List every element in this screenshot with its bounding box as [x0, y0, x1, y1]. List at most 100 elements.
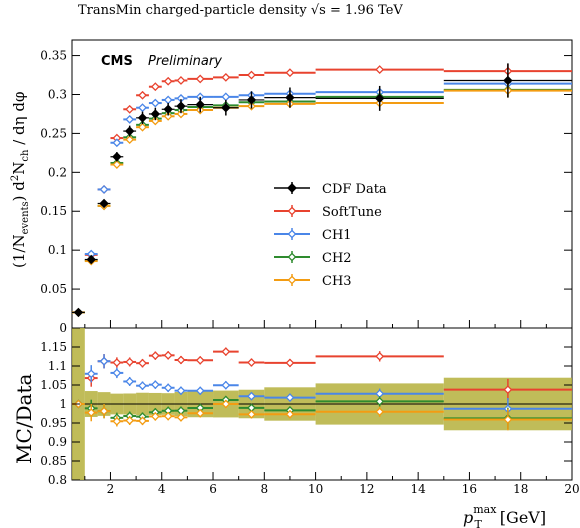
y-tick-label-top: 0.35 [40, 49, 67, 63]
axis-ticks: 2 4 6 8 10 12 14 16 18 20 0 0.05 0.1 0.15 0.2 0.25 0.3 0.… [40, 49, 579, 496]
ch1-ratio-point [125, 377, 135, 386]
data-point [86, 254, 96, 265]
softtune-ratio-point [150, 351, 160, 361]
legend-label-ch2: CH2 [322, 251, 352, 266]
ch1-ratio-point [195, 386, 205, 396]
data-point [195, 99, 205, 110]
legend: CDF Data SoftTune CH1 CH2 CH3 [274, 182, 387, 289]
ch3-point [138, 122, 147, 132]
data-point [137, 113, 148, 123]
y-tick-label-ratio: 0.95 [40, 416, 67, 430]
ch3-ratio-point [195, 408, 205, 418]
softtune-point [221, 72, 231, 82]
legend-label-cdf-data: CDF Data [322, 182, 387, 197]
y-label-part-d: / dη dφ [10, 92, 28, 150]
ch3-point [150, 116, 160, 126]
x-tick-label: 12 [359, 482, 374, 496]
x-tick-label: 6 [209, 482, 217, 496]
y-tick-label-ratio: 0.85 [40, 454, 67, 468]
y-label-sub-ch: ch [20, 149, 31, 162]
x-tick-label: 10 [308, 482, 323, 496]
softtune-ratio-point [138, 358, 147, 368]
ch1-ratio-point [285, 393, 295, 403]
ch1-ratio-point [138, 381, 147, 391]
ch1-ratio-point [86, 369, 96, 379]
legend-label-ch1: CH1 [322, 228, 352, 243]
legend-label-ch3: CH3 [322, 274, 352, 289]
ch3-ratio-point [99, 406, 109, 416]
ch1-point [138, 103, 147, 113]
x-axis-label: pmax T [GeV] [463, 503, 546, 528]
ch1-point [99, 185, 109, 194]
softtune-ratio-point [112, 358, 122, 367]
preliminary-label: Preliminary [148, 54, 222, 69]
softtune-point [375, 65, 385, 74]
ch1-ratio-point [99, 356, 109, 366]
softtune-ratio-point [125, 357, 135, 367]
softtune-point [138, 90, 147, 100]
data-point [124, 126, 135, 136]
ch1-ratio-point [112, 368, 122, 378]
softtune-point [195, 74, 205, 84]
ch1-point [112, 138, 122, 148]
x-tick-label: 16 [462, 482, 477, 496]
ch1-ratio-point [150, 380, 160, 390]
legend-marker-cdf-data [287, 183, 297, 193]
y-label-part-a: (1/N [10, 234, 28, 268]
y-tick-label-ratio: 1.1 [48, 359, 67, 373]
x-tick-label: 4 [158, 482, 166, 496]
y-axis-label-top: (1/Nevents) d2Nch / dη dφ [10, 92, 31, 269]
ch1-ratio-point [221, 380, 231, 390]
data-point [73, 307, 84, 318]
y-label-part-b: ) d [10, 181, 28, 202]
x-label-sub-t: T [474, 518, 482, 528]
legend-marker-ch2 [287, 252, 297, 262]
ch1-ratio-point [247, 391, 256, 401]
ch1-point [221, 92, 231, 102]
y-tick-label-top: 0 [59, 321, 67, 335]
ch3-ratio-point [112, 416, 122, 426]
softtune-ratio-point [221, 347, 231, 357]
ch3-ratio-point [221, 399, 231, 409]
y-tick-label-ratio: 1.05 [40, 378, 67, 392]
data-point [503, 75, 513, 86]
y-label-sub-events: events [20, 201, 31, 234]
y-tick-label-ratio: 0.8 [48, 473, 67, 487]
softtune-ratio-point [375, 351, 385, 361]
x-tick-label: 2 [107, 482, 115, 496]
softtune-point [150, 82, 160, 92]
softtune-ratio-point [247, 358, 256, 367]
ch2-ratio-point [375, 397, 385, 406]
y-label-part-c: N [10, 162, 28, 175]
ch3-ratio-point [285, 409, 295, 419]
top-panel-marks [72, 63, 572, 318]
ch3-ratio-point [150, 412, 160, 421]
ch1-ratio-point [176, 386, 186, 396]
legend-marker-ch1 [287, 229, 297, 239]
y-label-sup-2: 2 [10, 175, 21, 181]
ch3-ratio-point [163, 411, 173, 421]
x-tick-label: 14 [411, 482, 427, 496]
ch1-point [150, 98, 160, 108]
y-tick-label-top: 0.3 [48, 87, 67, 101]
ch1-point [125, 114, 135, 124]
ch3-point [163, 111, 173, 121]
y-tick-label-ratio: 0.9 [48, 435, 67, 449]
ch3-ratio-point [176, 412, 186, 422]
softtune-ratio-point [285, 358, 295, 368]
softtune-point [125, 104, 135, 114]
data-uncertainty-band [72, 328, 572, 480]
y-tick-label-ratio: 1.15 [40, 340, 67, 354]
y-tick-label-top: 0.1 [48, 243, 67, 257]
y-tick-label-top: 0.15 [40, 204, 67, 218]
data-point [285, 92, 295, 103]
x-label-sup-max: max [473, 503, 497, 516]
softtune-point [176, 76, 186, 85]
y-tick-label-top: 0.05 [40, 282, 67, 296]
data-point [150, 109, 161, 119]
y-tick-label-ratio: 1 [59, 397, 67, 411]
legend-label-softtune: SoftTune [322, 205, 382, 220]
ratio-panel-marks [72, 347, 572, 431]
x-tick-label: 8 [260, 482, 268, 496]
